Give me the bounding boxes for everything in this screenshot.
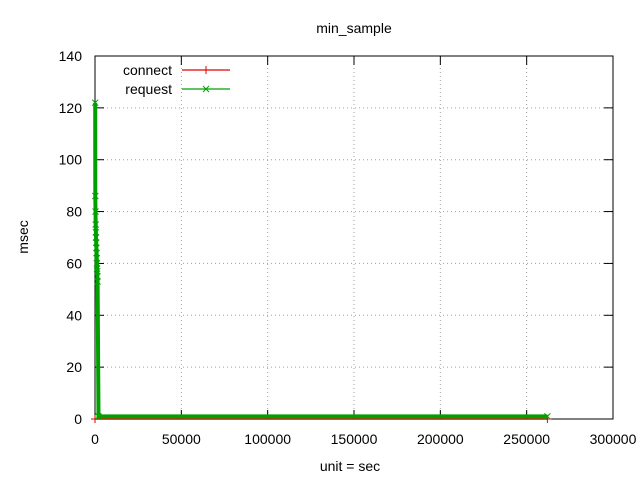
data-point <box>92 239 100 247</box>
point-marker <box>93 254 101 262</box>
data-point <box>94 273 101 280</box>
point-marker <box>91 99 99 107</box>
point-marker <box>93 265 101 272</box>
legend-label: request <box>125 81 172 97</box>
point-marker <box>94 273 101 280</box>
data-point <box>91 99 99 107</box>
y-axis-label: msec <box>15 220 31 253</box>
point-marker <box>93 267 101 275</box>
data-point <box>93 260 101 267</box>
point-marker <box>95 413 102 420</box>
point-marker <box>92 221 100 228</box>
point-marker <box>92 228 100 236</box>
legend: connect request <box>123 62 230 97</box>
x-tick-label: 0 <box>91 431 99 447</box>
data-point <box>92 221 100 228</box>
x-axis-label: unit = sec <box>320 458 380 474</box>
data-point <box>202 85 210 93</box>
series-layer <box>91 99 552 423</box>
y-tick-label: 0 <box>74 411 82 427</box>
axis-ticks: 0 20 40 60 80 100 120 140 0 50000 100000 150000 2000… <box>59 48 637 447</box>
y-tick-label: 40 <box>66 307 82 323</box>
point-marker <box>93 244 100 252</box>
x-tick-label: 250000 <box>503 431 550 447</box>
data-point <box>544 413 551 420</box>
data-point <box>95 413 102 420</box>
y-tick-label: 20 <box>66 359 82 375</box>
y-tick-label: 100 <box>59 152 83 168</box>
data-point <box>92 208 99 215</box>
series-request <box>91 99 551 420</box>
data-point <box>91 415 99 423</box>
data-point <box>93 267 101 275</box>
data-point <box>93 265 101 272</box>
y-tick-label: 140 <box>59 48 83 64</box>
data-point <box>94 278 101 285</box>
point-marker <box>93 249 100 257</box>
point-marker <box>94 278 101 285</box>
x-tick-label: 150000 <box>331 431 378 447</box>
point-marker <box>92 234 100 241</box>
data-point <box>202 66 210 74</box>
x-tick-label: 100000 <box>244 431 291 447</box>
point-marker <box>91 192 99 200</box>
y-tick-label: 120 <box>59 100 83 116</box>
data-point <box>92 228 100 236</box>
point-marker <box>93 260 101 267</box>
y-tick-label: 80 <box>66 204 82 220</box>
data-point <box>93 244 100 252</box>
data-point <box>92 234 100 241</box>
data-point <box>91 192 99 200</box>
data-point <box>93 249 100 257</box>
y-tick-label: 60 <box>66 255 82 271</box>
point-marker <box>202 85 210 93</box>
point-marker <box>544 413 551 420</box>
data-point <box>93 254 101 262</box>
x-tick-label: 50000 <box>162 431 201 447</box>
x-tick-label: 200000 <box>417 431 464 447</box>
legend-label: connect <box>123 62 172 78</box>
grid <box>95 56 613 419</box>
x-tick-label: 300000 <box>590 431 637 447</box>
point-marker <box>92 239 100 247</box>
point-marker <box>92 208 99 215</box>
series-line <box>93 102 548 419</box>
chart-title: min_sample <box>316 20 392 36</box>
